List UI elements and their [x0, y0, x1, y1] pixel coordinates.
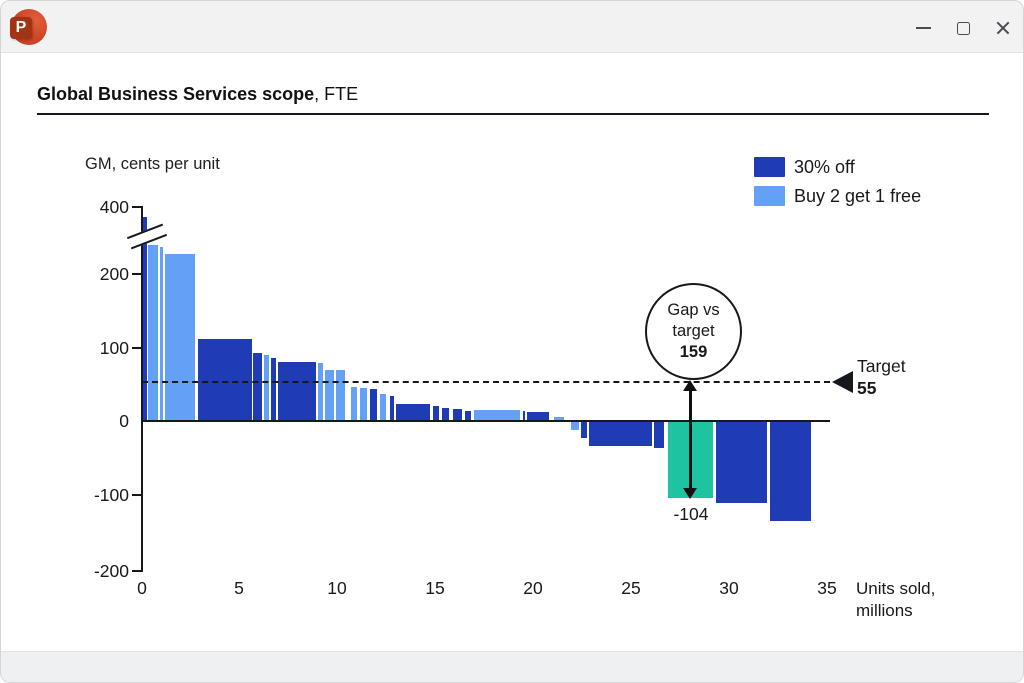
legend-swatch-light-blue — [754, 186, 785, 206]
chart-bar — [588, 420, 652, 446]
slide-title-bold: Global Business Services scope — [37, 84, 315, 104]
chart-legend: 30% off Buy 2 get 1 free — [754, 156, 921, 214]
chart-bar — [359, 387, 367, 421]
minimize-icon — [916, 27, 931, 29]
chart-bar — [369, 388, 377, 421]
x-axis-title-line2: millions — [856, 601, 913, 620]
gap-label-line1: Gap vs — [667, 301, 720, 319]
chart-bar — [653, 420, 664, 448]
y-axis-title: GM, cents per unit — [85, 155, 220, 173]
chart-bar — [318, 362, 323, 421]
chart-bar — [147, 245, 158, 421]
y-axis-tick — [132, 273, 142, 275]
chart-bar — [379, 393, 386, 421]
chart-bar — [553, 416, 564, 421]
maximize-button[interactable] — [949, 14, 977, 42]
chart-bar — [271, 357, 276, 421]
window-titlebar: P — [1, 1, 1023, 53]
chart-bar — [324, 370, 334, 421]
arrow-up-icon — [683, 380, 697, 391]
status-bar — [1, 651, 1023, 682]
chart-bar — [395, 403, 430, 421]
chart-bar — [264, 355, 270, 421]
y-tick-label: 100 — [99, 338, 129, 358]
chart-bar — [141, 217, 148, 421]
x-axis-title: Units sold, millions — [856, 578, 935, 622]
chart-bar — [769, 420, 811, 522]
gap-circle-annotation: Gap vs target 159 — [645, 283, 742, 380]
chart-bar — [159, 247, 163, 421]
chart-bar — [432, 406, 439, 421]
arrow-down-icon — [683, 488, 697, 499]
teal-bar-value-label: -104 — [673, 504, 709, 524]
target-value: 55 — [857, 378, 877, 398]
y-tick-label: 400 — [99, 197, 129, 217]
y-axis-tick — [132, 494, 142, 496]
x-axis — [141, 420, 830, 422]
chart-bar — [452, 409, 462, 421]
legend-swatch-dark-blue — [754, 157, 785, 177]
chart-bar — [277, 362, 316, 421]
gap-label-line2: target — [672, 322, 715, 340]
chart-bar — [253, 353, 263, 421]
x-tick-label: 25 — [621, 578, 641, 598]
chart-bar — [527, 411, 550, 421]
chart-bar — [580, 420, 587, 438]
legend-item-buy2get1: Buy 2 get 1 free — [754, 185, 921, 207]
y-axis — [141, 206, 143, 235]
legend-item-30-off: 30% off — [754, 156, 921, 178]
chart-bar — [522, 410, 526, 421]
legend-label: Buy 2 get 1 free — [794, 185, 922, 206]
chart-bar — [473, 410, 520, 421]
chart-bar — [350, 386, 357, 421]
y-axis-tick — [132, 570, 142, 572]
slide-title-suffix: , FTE — [314, 84, 359, 104]
gap-arrow — [689, 387, 692, 489]
y-axis-tick — [132, 347, 142, 349]
chart-bar — [390, 396, 394, 421]
y-tick-label: -200 — [93, 561, 129, 581]
x-tick-label: 20 — [523, 578, 543, 598]
chart-bar — [336, 370, 346, 421]
x-axis-title-line1: Units sold, — [856, 579, 936, 598]
powerpoint-icon[interactable]: P — [10, 9, 47, 45]
chart-bar — [464, 410, 471, 421]
chart-bar — [715, 420, 767, 504]
x-tick-label: 35 — [817, 578, 837, 598]
chart-bar — [570, 420, 579, 431]
slide-title: Global Business Services scope, FTE — [37, 83, 358, 105]
y-tick-label: 200 — [99, 264, 129, 284]
maximize-icon — [957, 22, 970, 35]
close-button[interactable] — [989, 14, 1017, 42]
chart-bar — [164, 254, 196, 421]
y-tick-label: 0 — [119, 411, 129, 431]
y-axis-tick — [132, 206, 142, 208]
x-tick-label: 10 — [327, 578, 347, 598]
powerpoint-icon-letter: P — [15, 19, 27, 36]
chart-bar — [441, 407, 449, 421]
chart-bar — [197, 339, 252, 421]
target-dashed-line — [142, 381, 830, 383]
gap-value: 159 — [679, 343, 708, 361]
minimize-button[interactable] — [909, 14, 937, 42]
x-tick-label: 30 — [719, 578, 739, 598]
x-tick-label: 0 — [137, 578, 147, 598]
powerpoint-icon-tile: P — [10, 17, 32, 39]
legend-label: 30% off — [794, 156, 855, 177]
target-arrowhead-icon — [832, 371, 853, 393]
x-tick-label: 15 — [425, 578, 445, 598]
y-axis — [141, 239, 143, 572]
title-rule — [37, 113, 989, 115]
y-tick-label: -100 — [93, 485, 129, 505]
x-tick-label: 5 — [234, 578, 244, 598]
target-label: Target — [857, 356, 906, 376]
